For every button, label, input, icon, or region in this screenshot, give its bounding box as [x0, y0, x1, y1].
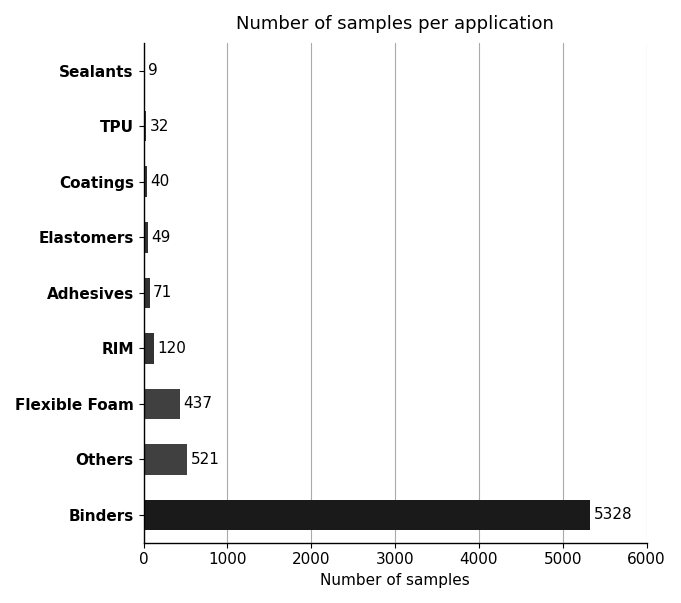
- Text: 5328: 5328: [594, 508, 633, 522]
- Bar: [144, 333, 154, 364]
- Bar: [144, 500, 590, 530]
- X-axis label: Number of samples: Number of samples: [320, 573, 470, 588]
- Text: 437: 437: [184, 396, 212, 411]
- Bar: [144, 111, 146, 142]
- Bar: [144, 222, 148, 253]
- Title: Number of samples per application: Number of samples per application: [236, 15, 554, 33]
- Text: 40: 40: [151, 174, 170, 189]
- Bar: [144, 388, 180, 419]
- Bar: [144, 277, 150, 308]
- Text: 32: 32: [150, 119, 169, 134]
- Text: 71: 71: [153, 285, 172, 300]
- Bar: [144, 166, 147, 197]
- Text: 9: 9: [148, 63, 157, 78]
- Text: 49: 49: [151, 230, 170, 245]
- Text: 521: 521: [191, 452, 219, 467]
- Text: 120: 120: [157, 341, 186, 356]
- Bar: [144, 444, 187, 475]
